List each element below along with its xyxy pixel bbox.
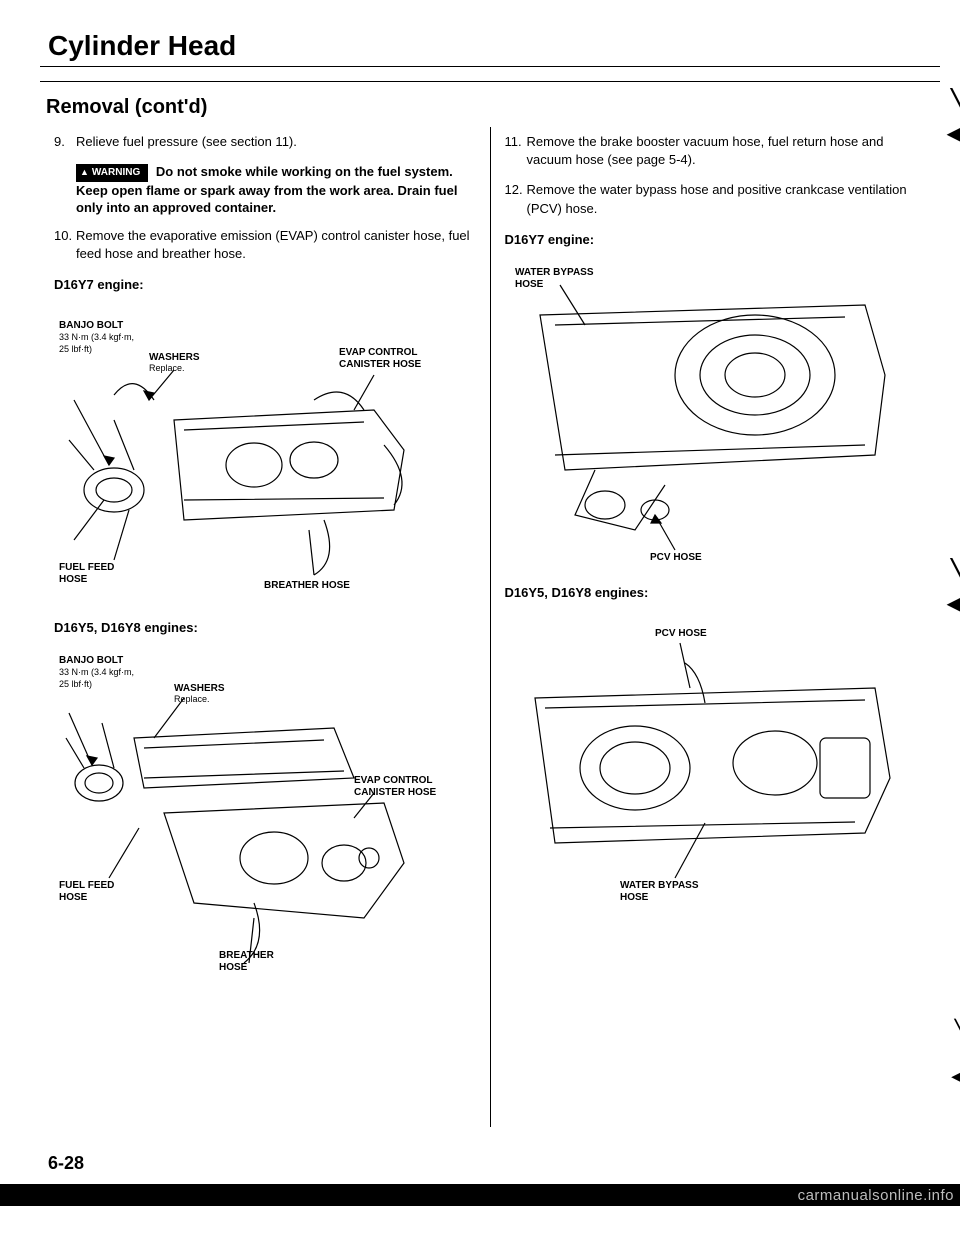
content-wrap: Removal (cont'd) 9. Relieve fuel pressur… — [40, 81, 940, 1127]
step-text: Remove the brake booster vacuum hose, fu… — [527, 133, 927, 169]
right-column: 11. Remove the brake booster vacuum hose… — [491, 133, 941, 1127]
figure-d16y7-right: WATER BYPASS HOSE PCV HOSE — [505, 255, 927, 565]
side-mark: ╲ ◀ — [944, 91, 960, 147]
page-number: 6-28 — [40, 1153, 940, 1174]
bottom-bar: carmanualsonline.info — [0, 1184, 960, 1206]
label-evap2: CANISTER HOSE — [354, 787, 437, 798]
side-scan-marks: ╲ ◀ ╲ ◀ ╲ | ◀ — [944, 81, 960, 1127]
label-replace: Replace. — [149, 363, 185, 373]
subtitle: Removal (cont'd) — [46, 96, 940, 119]
sub-rule-top — [40, 81, 940, 82]
warning-box: WARNING Do not smoke while working on th… — [76, 163, 476, 217]
watermark: carmanualsonline.info — [798, 1187, 954, 1204]
step-9: 9. Relieve fuel pressure (see section 11… — [54, 133, 476, 151]
side-mark: ╲ ◀ — [944, 561, 960, 617]
label-replace: Replace. — [174, 694, 210, 704]
label-hose: HOSE — [59, 574, 88, 585]
diagram-d16y7-right: WATER BYPASS HOSE PCV HOSE — [505, 255, 905, 565]
step-number: 10. — [54, 227, 76, 263]
figure-d16y5y8-left: BANJO BOLT 33 N·m (3.4 kgf·m, 25 lbf·ft)… — [54, 643, 476, 973]
figure-d16y5y8-right: PCV HOSE WATER BYPASS HOSE — [505, 608, 927, 908]
label-hose: HOSE — [59, 892, 88, 903]
step-number: 9. — [54, 133, 76, 151]
label-washers: WASHERS — [174, 683, 225, 694]
label-evap1: EVAP CONTROL — [339, 347, 418, 358]
label-breather: BREATHER HOSE — [264, 580, 350, 591]
page-container: Cylinder Head Removal (cont'd) 9. Reliev… — [0, 0, 960, 1184]
engine-label-d16y5y8-right: D16Y5, D16Y8 engines: — [505, 585, 927, 600]
label-hose: HOSE — [515, 279, 544, 290]
step-number: 11. — [505, 133, 527, 169]
step-number: 12. — [505, 181, 527, 217]
step-10: 10. Remove the evaporative emission (EVA… — [54, 227, 476, 263]
label-torque2: 25 lbf·ft) — [59, 344, 92, 354]
diagram-d16y5y8-right: PCV HOSE WATER BYPASS HOSE — [505, 608, 905, 908]
main-title: Cylinder Head — [40, 30, 940, 62]
label-water-bypass: WATER BYPASS — [620, 880, 699, 891]
side-mark: ╲ | ◀ — [944, 1021, 960, 1087]
label-banjo-bolt: BANJO BOLT — [59, 320, 123, 331]
step-text: Remove the evaporative emission (EVAP) c… — [76, 227, 476, 263]
step-11: 11. Remove the brake booster vacuum hose… — [505, 133, 927, 169]
label-breather-hose: HOSE — [219, 962, 248, 973]
label-hose: HOSE — [620, 892, 649, 903]
warning-badge: WARNING — [76, 164, 148, 182]
engine-label-d16y5y8-left: D16Y5, D16Y8 engines: — [54, 620, 476, 635]
label-fuelfeed: FUEL FEED — [59, 562, 114, 573]
step-text: Remove the water bypass hose and positiv… — [527, 181, 927, 217]
label-pcv-hose: PCV HOSE — [655, 628, 707, 639]
title-rule — [40, 66, 940, 67]
diagram-d16y7-left: BANJO BOLT 33 N·m (3.4 kgf·m, 25 lbf·ft)… — [54, 300, 454, 600]
diagram-d16y5y8-left: BANJO BOLT 33 N·m (3.4 kgf·m, 25 lbf·ft)… — [54, 643, 454, 973]
right-steps: 11. Remove the brake booster vacuum hose… — [505, 133, 927, 218]
left-column: 9. Relieve fuel pressure (see section 11… — [40, 133, 490, 1127]
label-torque1: 33 N·m (3.4 kgf·m, — [59, 332, 134, 342]
label-breather: BREATHER — [219, 950, 275, 961]
label-torque2: 25 lbf·ft) — [59, 679, 92, 689]
label-evap2: CANISTER HOSE — [339, 359, 422, 370]
label-washers: WASHERS — [149, 352, 200, 363]
label-pcv-hose: PCV HOSE — [650, 552, 702, 563]
engine-label-d16y7-right: D16Y7 engine: — [505, 232, 927, 247]
engine-label-d16y7-left: D16Y7 engine: — [54, 277, 476, 292]
left-steps: 9. Relieve fuel pressure (see section 11… — [54, 133, 476, 151]
label-torque1: 33 N·m (3.4 kgf·m, — [59, 667, 134, 677]
left-steps-2: 10. Remove the evaporative emission (EVA… — [54, 227, 476, 263]
step-text: Relieve fuel pressure (see section 11). — [76, 133, 297, 151]
label-fuelfeed: FUEL FEED — [59, 880, 114, 891]
label-evap1: EVAP CONTROL — [354, 775, 433, 786]
figure-d16y7-left: BANJO BOLT 33 N·m (3.4 kgf·m, 25 lbf·ft)… — [54, 300, 476, 600]
label-water-bypass: WATER BYPASS — [515, 267, 594, 278]
label-banjo-bolt: BANJO BOLT — [59, 655, 123, 666]
step-12: 12. Remove the water bypass hose and pos… — [505, 181, 927, 217]
columns: 9. Relieve fuel pressure (see section 11… — [40, 133, 940, 1127]
